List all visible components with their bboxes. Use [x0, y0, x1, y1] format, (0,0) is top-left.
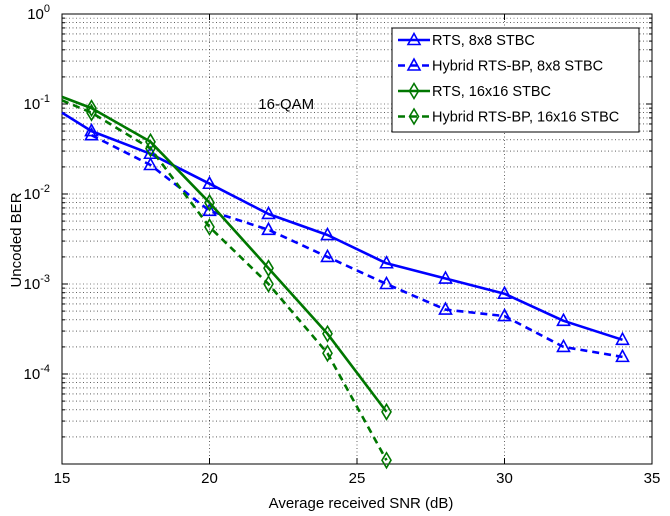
x-tick-label: 30: [496, 470, 513, 487]
data-point-marker: [202, 175, 217, 190]
series-line: [61, 99, 388, 461]
x-tick-label: 15: [54, 470, 71, 487]
data-point-marker: [438, 270, 453, 284]
data-point-marker: [379, 255, 394, 269]
data-point-marker: [322, 344, 333, 363]
annotation-16qam: 16-QAM: [258, 96, 314, 113]
legend-marker: [406, 31, 422, 46]
y-tick-label: 10-1: [24, 93, 50, 113]
y-tick-label: 10-4: [24, 363, 50, 383]
legend: RTS, 8x8 STBC Hybrid RTS-BP, 8x8 STBC RTS,…: [391, 27, 640, 133]
data-point-marker: [86, 103, 97, 122]
data-point-marker: [320, 248, 335, 263]
data-point-marker: [320, 226, 335, 241]
data-point-marker: [556, 338, 571, 353]
data-point-marker: [615, 331, 630, 346]
legend-label: Hybrid RTS-BP, 16x16 STBC: [432, 110, 619, 126]
y-axis-label: Uncoded BER: [8, 192, 25, 287]
data-point-marker: [381, 402, 392, 421]
x-tick-label: 25: [349, 470, 366, 487]
y-tick-label: 10-2: [24, 183, 50, 203]
legend-label: RTS, 8x8 STBC: [432, 33, 535, 49]
series-line: [61, 95, 388, 413]
series-line: [61, 111, 623, 342]
data-point-marker: [86, 99, 97, 118]
series-4: [61, 99, 392, 470]
data-point-marker: [497, 285, 512, 300]
legend-marker: [408, 107, 420, 126]
data-point-marker: [381, 451, 392, 470]
data-point-marker: [497, 307, 512, 322]
x-axis-label: Average received SNR (dB): [269, 495, 454, 512]
axes: [61, 13, 653, 465]
data-point-marker: [84, 127, 99, 141]
data-point-marker: [322, 324, 333, 343]
series-1: [61, 111, 630, 346]
data-point-marker: [263, 274, 274, 294]
series-line: [90, 134, 623, 359]
y-tick-label: 100: [27, 3, 50, 23]
tick-labels: 15 20 25 30 35 100 10-1 10-2 10-3 10-4: [24, 3, 661, 487]
data-point-marker: [615, 348, 630, 363]
x-tick-label: 35: [644, 470, 661, 487]
x-tick-label: 20: [201, 470, 218, 487]
legend-marker: [408, 81, 420, 101]
data-point-marker: [556, 312, 571, 327]
data-point-marker: [261, 221, 276, 236]
legend-label: Hybrid RTS-BP, 8x8 STBC: [432, 59, 603, 75]
legend-box: [391, 27, 640, 133]
data-point-marker: [204, 193, 215, 212]
data-point-marker: [438, 301, 453, 315]
data-point-marker: [143, 156, 158, 171]
data-point-marker: [145, 139, 156, 158]
data-point-marker: [204, 217, 215, 237]
legend-label: RTS, 16x16 STBC: [432, 84, 551, 100]
data-point-marker: [261, 205, 276, 220]
data-point-marker: [202, 202, 217, 217]
legend-marker: [406, 57, 422, 71]
series-2: [84, 127, 630, 363]
series-group: [61, 95, 630, 470]
grid: [62, 14, 652, 464]
y-tick-label: 10-3: [24, 273, 50, 293]
data-point-marker: [379, 275, 394, 290]
